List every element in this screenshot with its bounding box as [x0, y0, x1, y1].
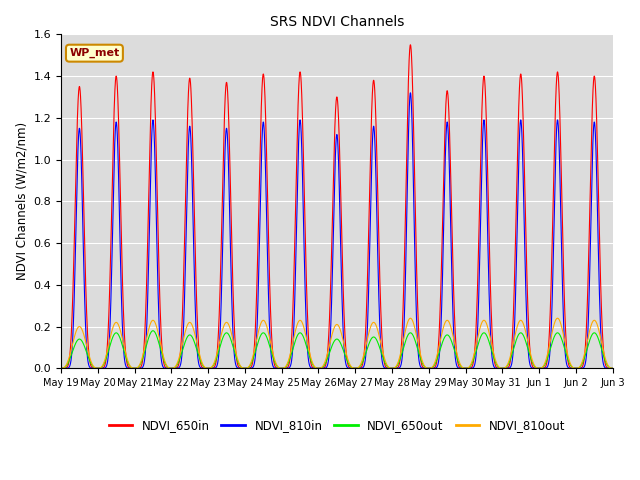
NDVI_810out [276, 365, 284, 371]
Line: NDVI_650out: NDVI_650out [61, 331, 612, 368]
NDVI_810out [584, 336, 592, 341]
Text: WP_met: WP_met [69, 48, 120, 58]
Y-axis label: NDVI Channels (W/m2/nm): NDVI Channels (W/m2/nm) [15, 122, 28, 280]
NDVI_810out [392, 364, 399, 370]
NDVI_650out [609, 365, 616, 371]
NDVI_810out [609, 365, 616, 371]
NDVI_810in [609, 365, 616, 371]
Line: NDVI_650in: NDVI_650in [61, 45, 612, 368]
NDVI_650in [240, 365, 248, 371]
NDVI_650in [609, 365, 616, 371]
NDVI_650in [57, 365, 65, 371]
NDVI_650in [406, 42, 414, 48]
Title: SRS NDVI Channels: SRS NDVI Channels [269, 15, 404, 29]
NDVI_650out [277, 365, 285, 371]
NDVI_810in [240, 365, 248, 371]
NDVI_810in [322, 365, 330, 371]
NDVI_650out [149, 328, 157, 334]
NDVI_650out [584, 343, 592, 349]
NDVI_810out [167, 365, 175, 371]
NDVI_650out [57, 365, 65, 371]
NDVI_810out [240, 365, 248, 371]
NDVI_650in [322, 361, 330, 367]
NDVI_650in [392, 365, 399, 371]
NDVI_650out [323, 359, 330, 364]
NDVI_810in [584, 329, 592, 335]
NDVI_810in [276, 365, 284, 371]
NDVI_650out [392, 364, 400, 370]
NDVI_810in [406, 90, 414, 96]
NDVI_810out [57, 365, 65, 371]
NDVI_650in [584, 284, 592, 289]
NDVI_650in [167, 365, 175, 371]
Legend: NDVI_650in, NDVI_810in, NDVI_650out, NDVI_810out: NDVI_650in, NDVI_810in, NDVI_650out, NDV… [104, 414, 570, 437]
Line: NDVI_810out: NDVI_810out [61, 318, 612, 368]
NDVI_810out [322, 356, 330, 362]
NDVI_810out [406, 315, 414, 321]
NDVI_810in [392, 365, 399, 371]
NDVI_810in [57, 365, 65, 371]
NDVI_650out [167, 365, 175, 371]
NDVI_650in [276, 365, 284, 371]
Line: NDVI_810in: NDVI_810in [61, 93, 612, 368]
NDVI_810in [167, 365, 175, 371]
NDVI_650out [241, 365, 248, 371]
